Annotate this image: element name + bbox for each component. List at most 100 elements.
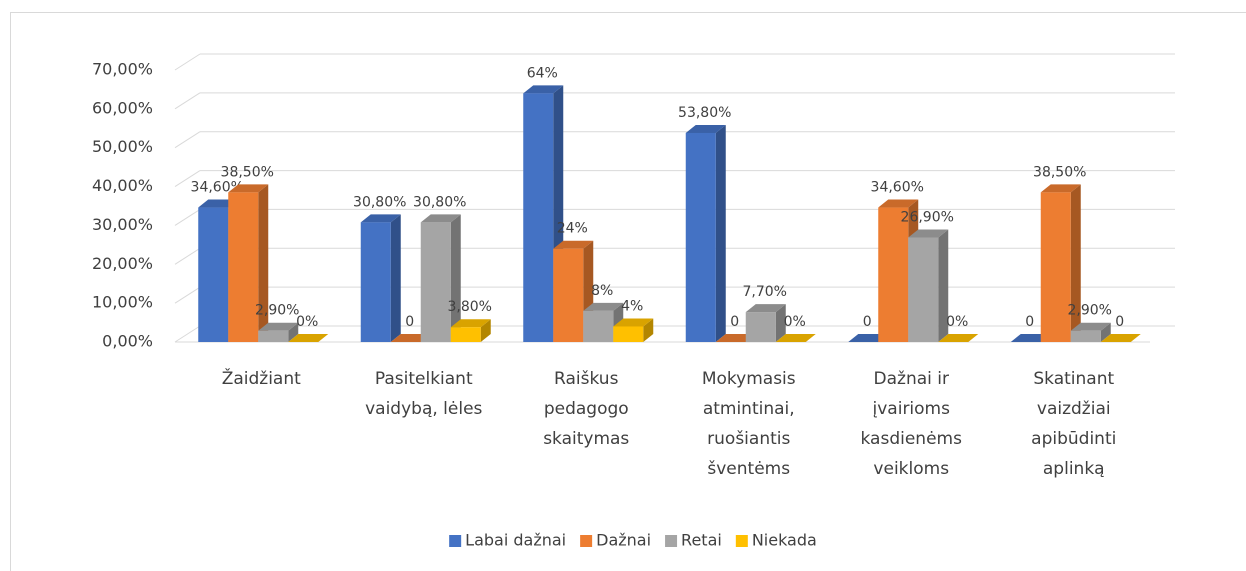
x-tick-label-box: Skatinant vaizdžiai apibūdinti aplinką [1031,369,1117,479]
legend-label: Labai dažnai [465,531,566,550]
grid-line-side [174,92,201,110]
bar-top [1040,184,1081,193]
grid-line-side [174,53,201,71]
bar-top [228,184,269,193]
value-label: 0% [784,314,806,330]
bar-top [553,240,594,249]
x-tick-label: Raiškus pedagogo skaitymas [543,369,630,449]
value-label: 64% [527,65,558,81]
legend-swatch [665,535,678,547]
bar [523,93,554,342]
value-label: 30,80% [413,194,466,210]
bar [1070,330,1101,342]
bar-top [360,214,401,223]
y-tick-label: 40,00% [92,176,153,195]
grid-line-side [174,325,201,343]
bar-top [938,334,979,342]
value-label: 0% [296,314,318,330]
bar-top [523,85,564,94]
bar [1040,192,1071,342]
bar [908,237,939,342]
x-tick-label-box: Raiškus pedagogo skaitymas [543,369,630,449]
bar [613,326,644,342]
bar-side [450,214,461,342]
legend-swatch [735,535,748,547]
x-tick-label: Dažnai ir įvairioms kasdienėms veikloms [860,369,962,479]
bar [360,222,391,342]
bar-side [258,184,269,342]
chart-border [10,12,1246,571]
value-label: 2,90% [255,303,299,319]
bar-side [715,124,726,342]
x-tick-label-box: Pasitelkiant vaidybą, lėles [365,369,483,419]
value-label: 24% [557,221,588,237]
value-label: 34,60% [871,180,924,196]
bar-side [390,214,401,342]
bar [553,248,584,342]
bar-side [643,318,654,342]
bar-top [908,229,949,238]
value-label: 4% [621,298,643,314]
grid-line-side [174,170,201,187]
bar-top [583,302,624,311]
bar [258,330,289,342]
value-label: 38,50% [1033,164,1086,180]
value-label: 3,80% [448,299,492,315]
bar-top [1070,322,1111,331]
value-label: 26,90% [901,209,954,225]
x-tick-label-box: Dažnai ir įvairioms kasdienėms veikloms [860,369,962,479]
bar [228,192,259,342]
bar-side [775,304,786,342]
value-label: 0 [1025,314,1034,330]
bar-side [938,229,949,342]
x-tick-label: Mokymasis atmintinai, ruošiantis šventėm… [701,369,796,479]
grid-line-side [174,209,201,226]
bar [685,132,716,342]
value-label: 7,70% [743,284,787,300]
value-label: 0 [730,314,739,330]
y-tick-label: 50,00% [92,137,153,156]
bar-top [613,318,654,327]
value-label: 53,80% [678,105,731,121]
bar-side [288,322,299,342]
value-label: 0 [1115,314,1124,330]
value-label: 38,50% [221,164,274,180]
bar [583,310,614,342]
bar-side [480,319,491,342]
bar-top [775,334,816,342]
y-tick-label: 70,00% [92,60,153,79]
bar-top [685,124,726,133]
grid-line-side [174,286,201,304]
y-tick-label: 10,00% [92,293,153,312]
x-tick-label-box: Mokymasis atmintinai, ruošiantis šventėm… [701,369,796,479]
bar-top [450,319,491,328]
bar-top [1100,334,1141,342]
x-tick-label: Pasitelkiant vaidybą, lėles [365,369,483,419]
value-label: 0 [405,314,414,330]
value-label: 0% [946,314,968,330]
bar-top [288,334,329,342]
value-label: 2,90% [1068,303,1112,319]
legend-swatch [580,535,593,547]
y-tick-label: 30,00% [92,215,153,234]
bar [198,207,229,342]
bar-top [878,199,919,208]
x-tick-label: Žaidžiant [221,369,301,389]
legend-label: Retai [681,531,722,550]
x-tick-label-box: Žaidžiant [221,369,301,389]
legend-label: Dažnai [596,531,651,550]
grid-line-side [174,131,201,149]
bar-top [745,304,786,313]
bar [745,312,776,342]
value-label: 0 [863,314,872,330]
bar-side [1100,322,1111,342]
bar [450,327,481,342]
bar-top [420,214,461,223]
legend-label: Niekada [752,531,817,550]
x-tick-label: Skatinant vaizdžiai apibūdinti aplinką [1031,369,1117,479]
grid-line-side [174,247,201,265]
bar-top [258,322,299,331]
y-tick-label: 20,00% [92,254,153,273]
y-tick-label: 0,00% [102,332,153,351]
